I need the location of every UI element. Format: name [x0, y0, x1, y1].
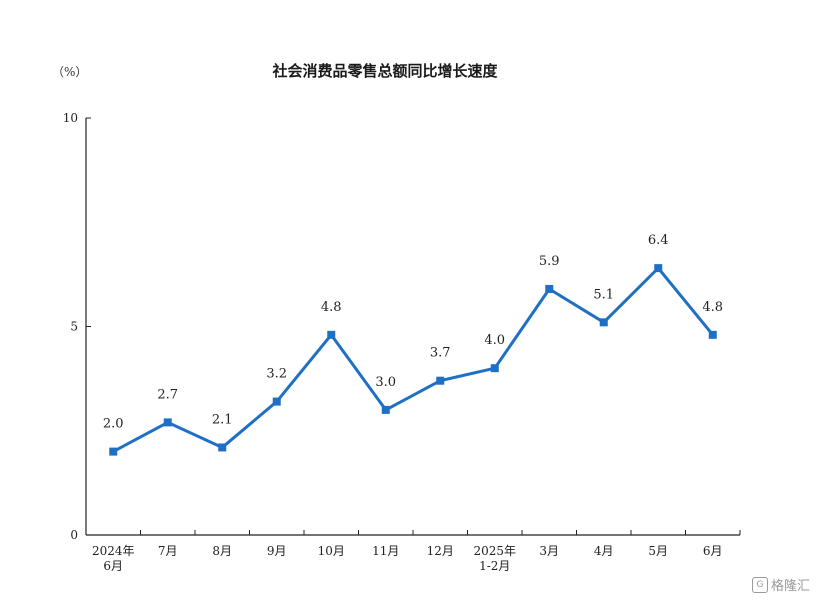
x-tick-label: 2025年 1-2月	[473, 544, 516, 573]
data-point-marker	[599, 318, 608, 327]
series-line	[112, 265, 714, 453]
y-tick-label: 10	[63, 111, 78, 125]
x-tick-label: 7月	[158, 544, 178, 558]
data-label: 3.0	[375, 375, 396, 390]
y-axis-unit-label: （%）	[52, 65, 87, 79]
data-label: 3.7	[430, 346, 451, 361]
data-label: 4.8	[702, 300, 723, 315]
y-tick-label: 5	[70, 320, 78, 334]
x-tick-label: 4月	[594, 544, 614, 558]
data-label: 5.9	[539, 254, 560, 269]
x-tick-label: 10月	[318, 544, 345, 558]
x-tick-label: 3月	[539, 544, 559, 558]
x-tick-label: 9月	[267, 544, 287, 558]
data-point-marker	[381, 405, 390, 414]
y-tick-label: 0	[70, 528, 78, 542]
data-label: 4.0	[484, 333, 505, 348]
watermark-text: 格隆汇	[770, 579, 810, 594]
chart-title: 社会消费品零售总额同比增长速度	[271, 62, 498, 80]
x-tick-label: 11月	[372, 544, 399, 558]
data-point-marker	[708, 330, 717, 339]
data-label: 2.0	[103, 417, 124, 432]
axes: 0 5 10 2024年 6月 7月 8月 9月 10月 11月 12月 2025年 1-2月 3月 4月 5…	[63, 111, 741, 573]
data-point-marker	[490, 364, 499, 373]
data-point-marker	[218, 443, 227, 452]
x-tick-label: 8月	[212, 544, 232, 558]
x-tick-label: 12月	[427, 544, 454, 558]
x-tick-label: 2024年 6月	[92, 544, 135, 573]
data-label: 6.4	[648, 233, 669, 248]
x-tick-label: 6月	[703, 544, 723, 558]
data-point-marker	[163, 418, 172, 427]
data-point-marker	[272, 397, 281, 406]
x-tick-label: 5月	[648, 544, 668, 558]
series-layer: 2.0 2.7 2.1 3.2 4.8 3.0 3.7 4.0 5.9 5.1 6.4 4.8	[103, 233, 723, 456]
data-point-marker	[545, 284, 554, 293]
data-label: 2.7	[157, 387, 178, 402]
data-point-marker	[654, 264, 663, 273]
data-point-marker	[436, 376, 445, 385]
data-point-marker	[327, 330, 336, 339]
watermark: G 格隆汇	[751, 575, 810, 594]
gelonghui-logo-icon: G	[751, 576, 768, 593]
data-label: 5.1	[593, 287, 614, 302]
data-label: 4.8	[321, 300, 342, 315]
data-point-marker	[109, 447, 118, 456]
data-label: 3.2	[266, 367, 287, 382]
data-label: 2.1	[212, 412, 233, 427]
